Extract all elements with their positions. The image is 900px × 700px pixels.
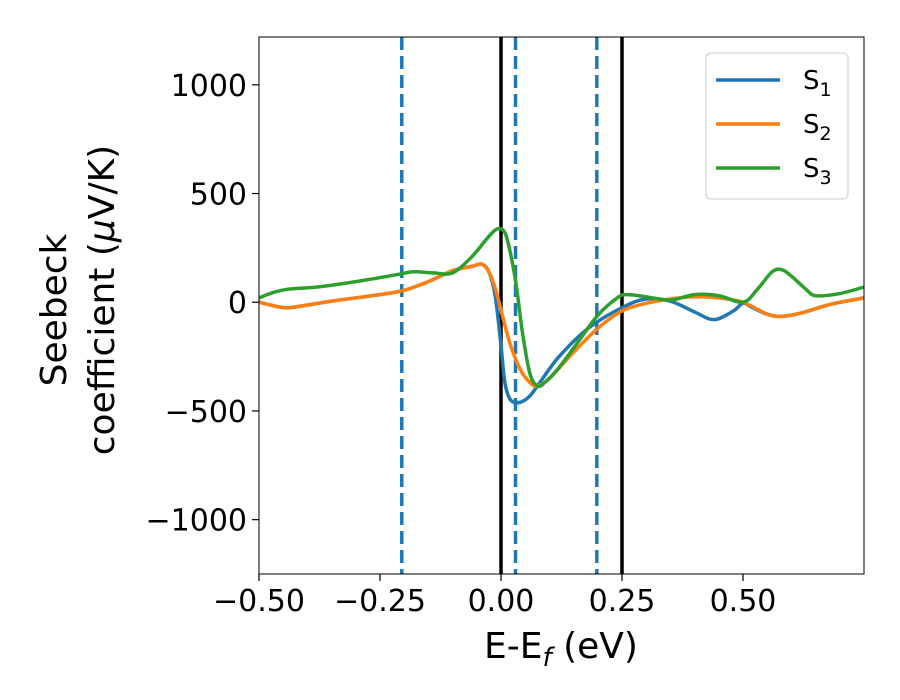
y-tick-label: 0 [228,286,247,321]
y-tick-label: −1000 [146,504,247,539]
x-tick-label: −0.50 [213,584,305,619]
legend: S1 S2 S3 [705,52,849,200]
plot-frame [258,36,865,575]
series-line-s3 [259,226,864,389]
legend-label-s2: S2 [803,110,832,145]
legend-label-s1: S1 [803,66,832,101]
y-tick-label: 1000 [171,69,247,104]
y-tick-label: −500 [165,395,247,430]
x-axis-title: E-Ef (eV) [484,626,638,673]
y-axis-title-line1: Seebeck [34,233,75,386]
x-tick-label: 0.25 [589,584,656,619]
y-tick-label: 500 [190,178,247,213]
x-tick-label: 0.50 [710,584,777,619]
legend-box [705,52,849,200]
legend-label-s3: S3 [803,154,832,189]
x-tick-label: −0.25 [334,584,426,619]
y-axis-title-line2: coefficient (μV/K) [82,145,123,455]
x-tick-label: 0.00 [468,584,535,619]
